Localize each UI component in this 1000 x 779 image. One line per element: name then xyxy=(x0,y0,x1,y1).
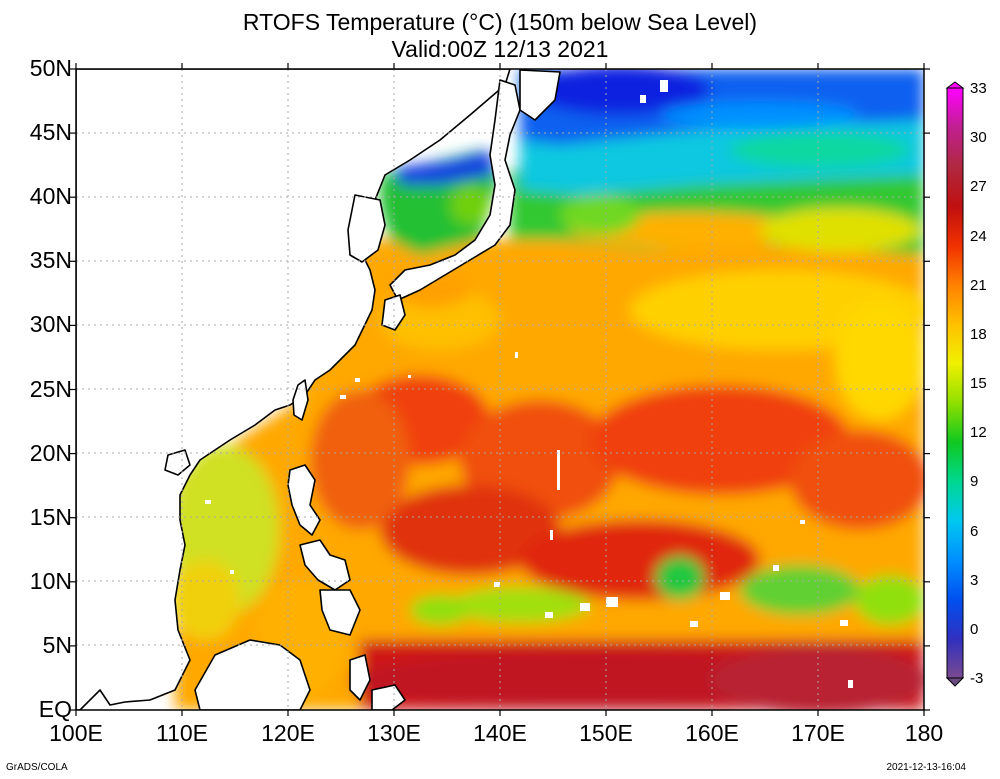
lat-label: 50N xyxy=(29,55,72,81)
lat-label: 10N xyxy=(29,567,72,594)
ocean-temperature-field xyxy=(76,69,924,710)
lon-label: 170E xyxy=(791,720,845,746)
colorbar-tick-label: 12 xyxy=(970,424,987,442)
lat-label: 15N xyxy=(29,503,72,530)
lat-label: 40N xyxy=(29,183,72,210)
lat-label: 20N xyxy=(29,439,72,466)
lat-label: 5N xyxy=(42,631,72,658)
colorbar-tick-label: 0 xyxy=(970,620,979,638)
colorbar-tick-label: 6 xyxy=(970,522,979,540)
lon-label: 130E xyxy=(367,720,421,746)
axis-ticks xyxy=(70,63,930,716)
lon-label: 140E xyxy=(473,720,527,746)
lon-label: 150E xyxy=(579,720,633,746)
lat-label: 35N xyxy=(29,247,72,274)
colorbar-tick-label: 33 xyxy=(970,80,987,97)
colorbar-tick-label: 30 xyxy=(970,129,987,147)
map-title: RTOFS Temperature (°C) (150m below Sea L… xyxy=(242,9,758,35)
lon-label: 160E xyxy=(685,720,739,746)
lon-label: 100E xyxy=(49,720,103,746)
lon-label: 110E xyxy=(155,720,209,746)
lat-label: EQ xyxy=(38,696,72,722)
colorbar-tick-label: -3 xyxy=(970,670,984,687)
colorbar-min-arrow xyxy=(945,677,965,687)
colorbar-tick-label: 18 xyxy=(970,325,987,343)
temperature-colorbar xyxy=(945,81,965,687)
lat-label: 30N xyxy=(29,311,72,338)
lon-label: 180 xyxy=(904,720,944,746)
generation-timestamp: 2021-12-13-16:04 xyxy=(886,762,966,773)
colorbar-tick-label: 3 xyxy=(970,571,979,589)
lat-label: 25N xyxy=(29,375,72,402)
colorbar-tick-label: 27 xyxy=(970,178,987,196)
lat-label: 45N xyxy=(29,119,72,146)
colorbar-tick-label: 24 xyxy=(970,227,987,245)
colorbar-tick-label: 9 xyxy=(970,473,979,491)
colorbar-max-arrow xyxy=(945,81,965,89)
software-credit: GrADS/COLA xyxy=(6,762,68,773)
colorbar-tick-label: 21 xyxy=(970,276,987,294)
valid-time-subtitle: Valid:00Z 12/13 2021 xyxy=(391,36,609,62)
colorbar-gradient xyxy=(946,87,964,679)
lon-label: 120E xyxy=(261,720,315,746)
colorbar-tick-label: 15 xyxy=(970,375,987,392)
